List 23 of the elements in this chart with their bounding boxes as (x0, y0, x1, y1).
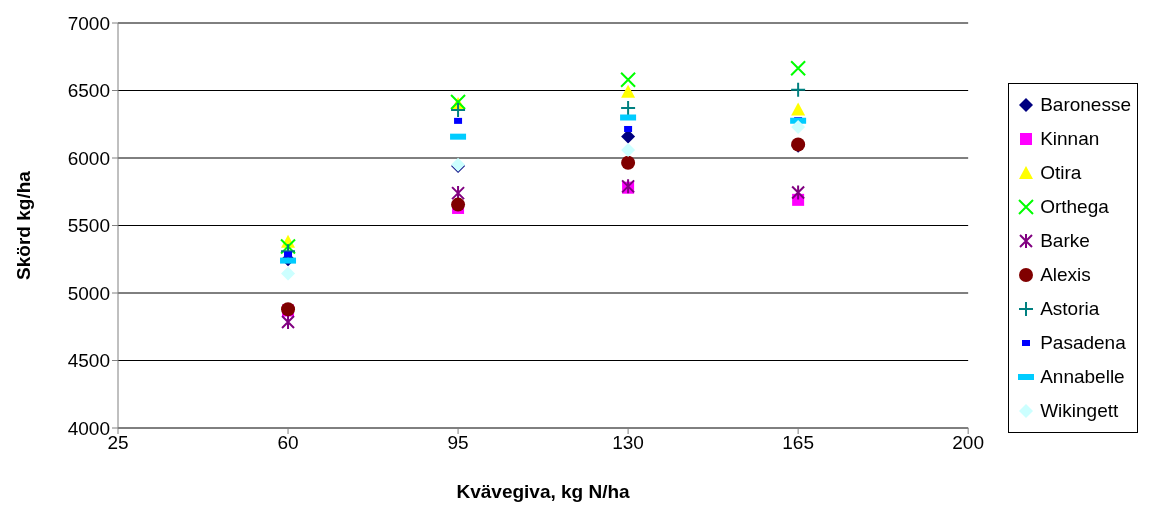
y-tick-label: 7000 (67, 12, 110, 34)
x-axis-title: Kvävegiva, kg N/ha (456, 481, 631, 502)
y-tick-label: 6000 (67, 147, 110, 169)
legend-label: Orthega (1040, 196, 1109, 218)
x-tick-label: 60 (277, 432, 299, 454)
legend-label: Pasadena (1040, 332, 1126, 354)
legend-label: Barke (1040, 230, 1090, 252)
y-tick-label: 5000 (67, 282, 110, 304)
legend-label: Alexis (1040, 264, 1091, 286)
legend-label: Astoria (1040, 298, 1100, 320)
x-tick-label: 130 (612, 432, 644, 454)
y-tick-label: 6500 (67, 80, 110, 102)
y-tick-label: 4500 (67, 350, 110, 372)
legend-label: Kinnan (1040, 128, 1100, 150)
legend-label: Baronesse (1040, 94, 1131, 116)
y-axis-title: Skörd kg/ha (12, 170, 34, 280)
x-tick-label: 95 (447, 432, 469, 454)
x-tick-label: 165 (782, 432, 814, 454)
legend-label: Annabelle (1040, 366, 1125, 388)
legend-label: Otira (1040, 162, 1082, 184)
y-tick-label: 5500 (67, 215, 110, 237)
legend-label: Wikingett (1040, 400, 1119, 422)
x-tick-label: 200 (952, 432, 985, 454)
